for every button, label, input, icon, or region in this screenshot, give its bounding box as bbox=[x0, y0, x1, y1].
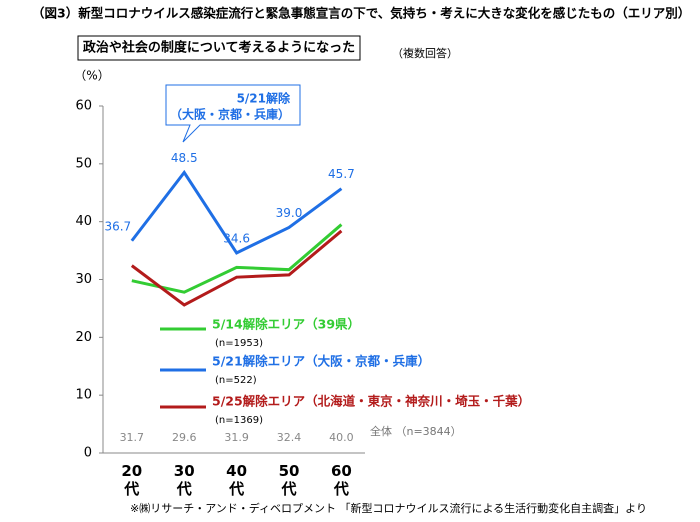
subtitle-box bbox=[77, 35, 361, 61]
callout-box bbox=[165, 84, 301, 143]
y-tick-label: 50 bbox=[75, 156, 92, 171]
total-value-label: 31.9 bbox=[224, 431, 249, 444]
line bbox=[131, 223, 343, 294]
legend-n: (n=1953) bbox=[215, 338, 263, 349]
y-label: （%） bbox=[74, 69, 109, 83]
y-tick-label: 10 bbox=[75, 388, 92, 403]
subtitle: 政治や社会の制度について考えるようになった bbox=[83, 40, 355, 56]
y-tick-label: 0 bbox=[84, 446, 92, 461]
y-tick-label: 30 bbox=[75, 272, 92, 287]
x-tick-label: 30代 bbox=[173, 462, 195, 498]
legend-n: (n=1369) bbox=[215, 415, 263, 426]
x-tick-label: 20代 bbox=[121, 462, 143, 498]
x-tick-label: 40代 bbox=[226, 462, 248, 498]
value-label: 45.7 bbox=[328, 167, 355, 181]
legend-label: 5/25解除エリア（北海道・東京・神奈川・埼玉・千葉） bbox=[212, 394, 530, 409]
source: ※㈱リサーチ・アンド・ディベロプメント 「新型コロナウイルス流行による生活行動変… bbox=[130, 501, 647, 515]
total-value-label: 32.4 bbox=[277, 431, 302, 444]
note: （複数回答） bbox=[392, 46, 458, 60]
y-tick-label: 20 bbox=[75, 330, 92, 345]
value-label: 48.5 bbox=[171, 151, 198, 165]
x-tick-label: 60代 bbox=[330, 462, 352, 498]
total-label: 全体 （n=3844） bbox=[370, 424, 462, 438]
value-label: 39.0 bbox=[276, 206, 303, 220]
value-label: 34.6 bbox=[223, 231, 250, 245]
total-value-label: 29.6 bbox=[172, 431, 197, 444]
callout-text: （大阪・京都・兵庫） bbox=[170, 107, 290, 122]
legend-n: (n=522) bbox=[215, 375, 257, 386]
total-value-label: 31.7 bbox=[120, 431, 145, 444]
value-label: 36.7 bbox=[104, 219, 131, 233]
total-value-label: 40.0 bbox=[329, 431, 354, 444]
legend-label: 5/21解除エリア（大阪・京都・兵庫） bbox=[212, 354, 430, 369]
callout-text: 5/21解除 bbox=[237, 91, 291, 106]
legend-label: 5/14解除エリア（39県） bbox=[212, 317, 360, 332]
x-tick-label: 50代 bbox=[278, 462, 300, 498]
y-tick-label: 60 bbox=[75, 99, 92, 114]
line bbox=[130, 169, 343, 255]
y-tick-label: 40 bbox=[75, 214, 92, 229]
line bbox=[130, 229, 343, 307]
chart-title: （図3）新型コロナウイルス感染症流行と緊急事態宣言の下で、気持ち・考えに大きな変… bbox=[32, 6, 690, 21]
